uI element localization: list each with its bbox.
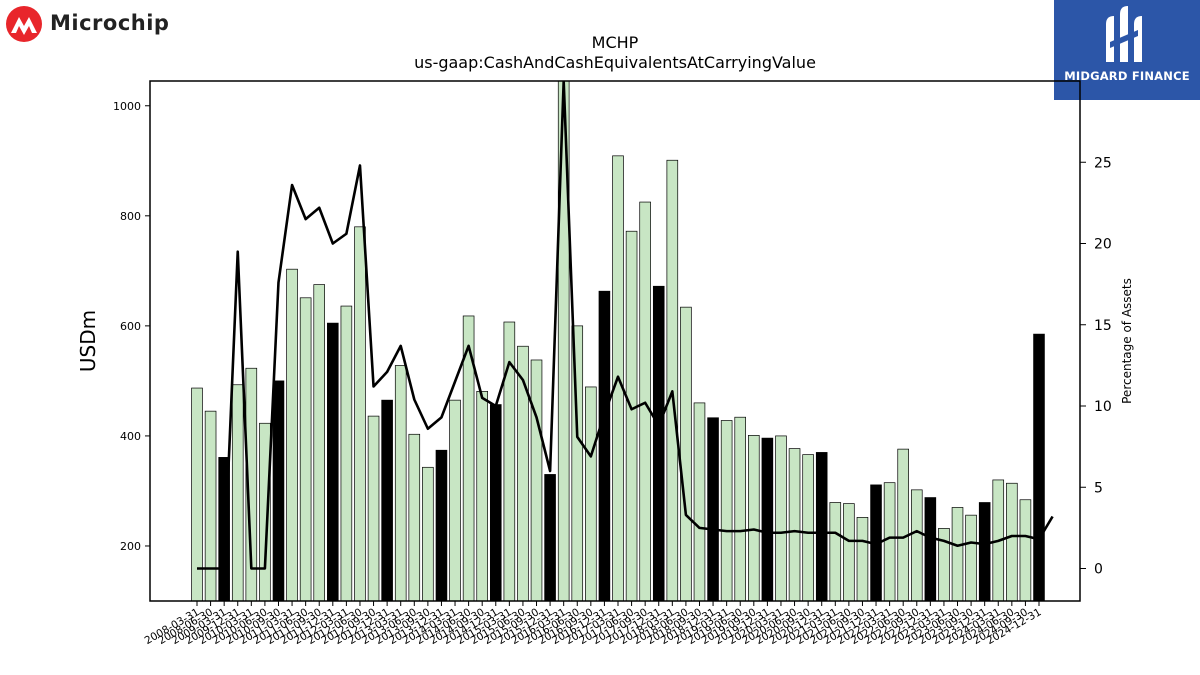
y2-tick-label: 0 (1094, 562, 1103, 578)
bar-2019-12-31 (761, 437, 774, 602)
y-axis-left: 200 400 600 800 1000 (113, 100, 150, 553)
y-tick-label: 600 (120, 320, 141, 333)
bar-2015-09-30 (530, 359, 543, 602)
bar-2018-09-30 (693, 402, 706, 602)
bar-2020-09-30 (802, 454, 814, 602)
bar-2023-09-30 (965, 514, 977, 602)
bar-2016-12-31 (598, 290, 611, 602)
bar-2018-12-31 (707, 417, 719, 602)
bar-2015-06-30 (517, 345, 529, 602)
bar-2019-06-30 (734, 416, 746, 602)
bar-2009-12-31 (231, 384, 244, 602)
bar-series (191, 80, 1045, 602)
y2-tick-label: 10 (1094, 399, 1112, 415)
x-axis: 2008-03-312008-06-302009-03-312009-12-31… (143, 601, 1044, 647)
y-tick-label: 1000 (113, 100, 141, 113)
bar-2017-12-31 (652, 285, 665, 602)
bar-2016-09-30 (585, 386, 597, 602)
midgard-finance-logo: MIDGARD FINANCE (1054, 0, 1200, 100)
y-tick-label: 400 (120, 430, 141, 443)
y-tick-label: 200 (120, 540, 141, 553)
bar-2024-12-31 (1033, 333, 1045, 602)
bar-2019-09-30 (748, 435, 760, 602)
bar-2011-03-31 (286, 268, 298, 602)
bar-2010-09-30 (272, 380, 285, 602)
bar-2013-12-31 (435, 449, 448, 602)
bar-2021-06-30 (843, 503, 855, 602)
bar-2022-09-30 (910, 489, 923, 602)
bar-2012-12-31 (381, 399, 393, 602)
percent-of-assets-line (197, 81, 1054, 570)
bar-2012-03-31 (340, 305, 353, 602)
y-axis-right: 0 5 10 15 20 25 (1080, 155, 1112, 578)
chart-title: MCHP (592, 33, 639, 52)
midgard-logo-text: MIDGARD FINANCE (1064, 69, 1190, 83)
y-axis-label: USDm (76, 310, 100, 372)
microchip-logo: Microchip (4, 4, 184, 44)
bar-2024-06-30 (1006, 482, 1018, 602)
y2-axis-label: Percentage of Assets (1120, 278, 1134, 404)
bar-2022-12-31 (924, 497, 937, 602)
y2-tick-label: 25 (1094, 155, 1112, 171)
bar-2023-12-31 (978, 502, 991, 602)
bar-2022-06-30 (897, 448, 909, 602)
bar-2011-09-30 (313, 284, 326, 602)
bar-2020-12-31 (815, 452, 828, 602)
bar-2014-12-31 (489, 404, 502, 602)
bar-2012-09-30 (367, 415, 380, 602)
plot-frame (149, 80, 1081, 602)
midgard-logo-icon (1106, 6, 1142, 62)
percent-line-series (197, 81, 1054, 570)
bar-2018-03-31 (666, 159, 679, 602)
bar-2022-03-31 (883, 482, 896, 602)
bar-2019-03-31 (720, 420, 733, 602)
bar-2017-06-30 (625, 230, 638, 602)
y2-tick-label: 20 (1094, 237, 1112, 253)
y2-tick-label: 15 (1094, 318, 1112, 334)
bar-2023-06-30 (951, 507, 964, 602)
bar-2020-06-30 (788, 448, 801, 602)
bar-2020-03-31 (775, 435, 787, 602)
y-tick-label: 800 (120, 210, 141, 223)
chart-subtitle: us-gaap:CashAndCashEquivalentsAtCarrying… (414, 53, 816, 72)
bar-2014-09-30 (476, 391, 488, 602)
bar-2013-06-30 (408, 433, 421, 602)
bar-2014-03-31 (449, 399, 461, 602)
bar-2021-03-31 (829, 502, 842, 602)
bar-2011-06-30 (299, 297, 312, 602)
microchip-logo-icon (6, 6, 42, 42)
bar-2013-09-30 (422, 466, 434, 602)
bar-2013-03-31 (394, 365, 407, 602)
bar-2008-06-30 (204, 410, 217, 602)
bar-2021-09-30 (856, 517, 869, 602)
bar-2012-06-30 (354, 226, 366, 602)
bar-2018-06-30 (680, 306, 692, 602)
microchip-logo-text: Microchip (50, 11, 170, 35)
bar-2011-12-31 (327, 322, 339, 602)
y2-tick-label: 5 (1094, 480, 1103, 496)
bar-2015-12-31 (544, 474, 556, 602)
bar-2024-09-30 (1019, 499, 1032, 602)
